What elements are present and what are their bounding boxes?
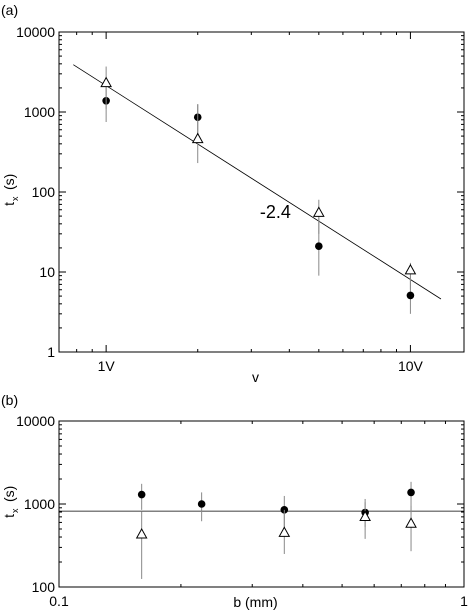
y-tick-label: 10000: [16, 413, 55, 429]
x-tick-label: 10V: [398, 358, 424, 374]
data-point-filled-circle: [137, 490, 146, 499]
y-tick-label: 100: [32, 184, 56, 200]
data-point-open-triangle: [278, 526, 291, 537]
data-point-open-triangle: [359, 510, 371, 521]
slope-annotation: -2.4: [260, 202, 291, 222]
y-axis-label: tx (s): [1, 486, 20, 518]
y-axis-label-main: t: [1, 202, 17, 206]
data-point-open-triangle: [404, 263, 417, 275]
data-point-open-triangle: [312, 206, 325, 217]
y-axis-label-subscript: x: [10, 196, 20, 201]
panel-a: (a) 1 10 100 1000 10000 1V 10V v tx (s) -2.4: [1, 2, 465, 385]
y-tick-label: 1000: [24, 104, 55, 120]
panel-label: (a): [1, 2, 18, 18]
panel-label: (b): [1, 392, 18, 408]
y-axis-label-unit: (s): [1, 486, 17, 502]
data-point-filled-circle: [315, 242, 323, 251]
y-axis-label: tx (s): [1, 174, 20, 206]
panel-b: (b) 100 1000 10000 0.1 1 b (mm) tx (s): [1, 392, 468, 610]
data-point-filled-circle: [406, 291, 415, 300]
data-point-open-triangle: [191, 132, 204, 144]
data-point-open-triangle: [100, 76, 112, 88]
plot-frame: [58, 31, 465, 353]
x-tick-label: 1V: [98, 358, 116, 374]
data-point-filled-circle: [197, 500, 206, 508]
fit-line: [73, 64, 442, 300]
x-axis-label: b (mm): [233, 594, 277, 610]
x-tick-label: 1: [460, 593, 468, 609]
data-point-open-triangle: [405, 517, 417, 528]
y-axis-label-main: t: [1, 514, 17, 518]
x-axis-label: v: [252, 369, 259, 385]
x-tick-label: 0.1: [49, 593, 69, 609]
y-axis-label-unit: (s): [1, 174, 17, 190]
y-tick-label: 100: [32, 579, 56, 595]
data-point-filled-circle: [407, 488, 415, 497]
y-axis-label-subscript: x: [10, 508, 20, 513]
y-tick-label: 1: [47, 344, 55, 360]
y-tick-label: 10: [39, 264, 55, 280]
y-tick-label: 10000: [16, 24, 55, 40]
data-point-open-triangle: [135, 527, 148, 539]
plot-frame: [58, 420, 465, 588]
y-tick-label: 1000: [24, 496, 55, 512]
